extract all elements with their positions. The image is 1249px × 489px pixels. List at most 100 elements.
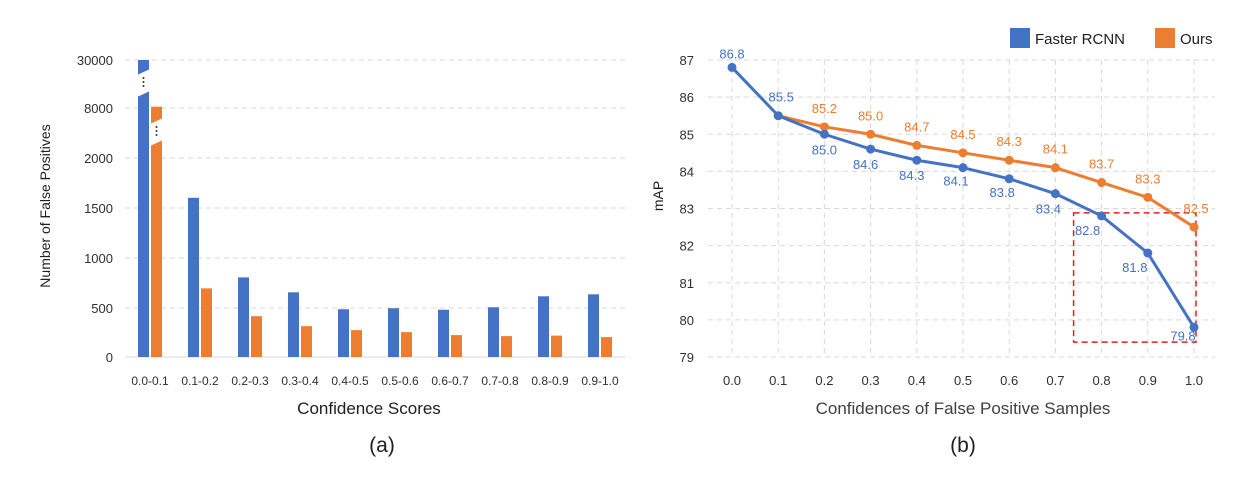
legend: Faster RCNN Ours — [1010, 28, 1213, 48]
panel-a-y-tick-label: 1500 — [84, 201, 113, 216]
panel-a-y-axis-label: Number of False Positives — [37, 124, 53, 287]
panel-a-bar-faster-rcnn — [138, 60, 149, 357]
panel-b-point-ours — [958, 148, 968, 158]
panel-b-data-label-ours: 85.0 — [858, 108, 883, 123]
panel-b-y-axis-label: mAP — [650, 181, 666, 211]
panel-a-y-tick-label: 0 — [106, 350, 113, 365]
panel-a-break-dot — [155, 126, 158, 128]
panel-b-point-ours — [1189, 222, 1199, 232]
panel-b-highlight-rect — [1072, 212, 1197, 343]
panel-a-bar-faster-rcnn — [438, 309, 449, 357]
panel-a-x-tick-label: 0.5-0.6 — [381, 374, 419, 388]
panel-b-x-tick-label: 0.7 — [1046, 373, 1064, 388]
panel-a-gridlines — [125, 59, 625, 358]
panel-b-data-label-ours: 84.1 — [1043, 142, 1068, 157]
panel-b-x-tick-label: 0.2 — [815, 373, 833, 388]
panel-b-point-faster-rcnn — [912, 155, 922, 165]
panel-a-x-tick-label: 0.3-0.4 — [281, 374, 319, 388]
panel-a-x-tick-labels: 0.0-0.1 0.1-0.2 0.2-0.3 0.3-0.4 0.4-0.5 0.5-0… — [131, 374, 619, 388]
panel-a-break-dot — [142, 77, 145, 79]
panel-a-break-dot — [142, 85, 145, 87]
panel-a-bar-ours — [201, 288, 212, 357]
panel-b-point-faster-rcnn — [1143, 248, 1153, 258]
panel-b-point-faster-rcnn — [819, 129, 829, 139]
panel-b-data-label-faster-rcnn: 85.0 — [812, 142, 837, 157]
panel-a-bar-chart: 0 500 1000 1500 2000 8000 30000 0.0-0.1 0.1-0.2… — [37, 53, 625, 457]
panel-b-data-label-ours: 83.7 — [1089, 157, 1114, 172]
panel-a-y-tick-label: 30000 — [77, 53, 113, 68]
panel-b-y-tick-label: 83 — [680, 202, 694, 217]
legend-swatch-faster-rcnn — [1010, 28, 1030, 48]
panel-b-y-tick-labels: 79 80 81 82 83 84 85 86 87 — [680, 53, 694, 365]
panel-a-bar-ours — [451, 335, 462, 357]
panel-b-data-label-faster-rcnn: 85.5 — [769, 90, 794, 105]
panel-b-data-label-faster-rcnn: 84.3 — [899, 168, 924, 183]
panel-b-x-axis-label: Confidences of False Positive Samples — [816, 399, 1111, 418]
panel-b-point-faster-rcnn — [1050, 189, 1060, 199]
panel-a-bar-faster-rcnn — [538, 296, 549, 357]
panel-b-point-ours — [866, 129, 876, 139]
panel-b-y-tick-label: 82 — [680, 239, 694, 254]
panel-b-data-label-faster-rcnn: 83.4 — [1036, 202, 1061, 217]
panel-b-point-faster-rcnn — [1189, 322, 1199, 332]
panel-a-bars — [137, 60, 612, 357]
panel-a-bar-faster-rcnn — [488, 307, 499, 357]
panel-b-x-tick-label: 0.4 — [908, 373, 926, 388]
panel-a-break-dot — [155, 134, 158, 136]
panel-a-x-tick-label: 0.9-1.0 — [581, 374, 619, 388]
panel-b-x-tick-label: 1.0 — [1185, 373, 1203, 388]
panel-b-caption: (b) — [950, 434, 976, 457]
panel-a-bar-faster-rcnn — [288, 292, 299, 357]
panel-b-data-labels: 85.2 85.0 84.7 84.5 84.3 84.1 83.7 83.3 82.5 86.8… — [719, 46, 1208, 343]
panel-b-data-label-faster-rcnn: 81.8 — [1122, 260, 1147, 275]
legend-swatch-ours — [1155, 28, 1175, 48]
panel-b-point-faster-rcnn — [1097, 211, 1107, 221]
panel-b-point-ours — [1004, 155, 1014, 165]
panel-b-data-label-faster-rcnn: 84.1 — [943, 174, 968, 189]
panel-b-data-label-faster-rcnn: 83.8 — [990, 185, 1015, 200]
panel-a-y-tick-label: 500 — [91, 301, 113, 316]
panel-a-x-axis-label: Confidence Scores — [297, 399, 441, 418]
panel-b-y-tick-label: 87 — [680, 53, 694, 68]
panel-a-y-tick-labels: 0 500 1000 1500 2000 8000 30000 — [77, 53, 113, 365]
panel-b-data-label-ours: 83.3 — [1135, 171, 1160, 186]
panel-b-x-tick-label: 0.1 — [769, 373, 787, 388]
panel-a-x-tick-label: 0.1-0.2 — [181, 374, 219, 388]
panel-a-y-tick-label: 1000 — [84, 251, 113, 266]
panel-b-y-tick-label: 81 — [680, 276, 694, 291]
panel-b-data-label-faster-rcnn: 84.6 — [853, 157, 878, 172]
panel-a-bar-faster-rcnn — [188, 197, 199, 357]
panel-a-caption: (a) — [369, 434, 395, 457]
panel-b-point-faster-rcnn — [773, 111, 783, 121]
legend-label-ours: Ours — [1180, 31, 1213, 48]
panel-a-x-tick-label: 0.7-0.8 — [481, 374, 519, 388]
panel-a-bar-ours — [151, 106, 162, 357]
panel-a-bar-faster-rcnn — [588, 294, 599, 357]
panel-a-bar-ours — [501, 336, 512, 357]
panel-b-point-ours — [912, 140, 922, 150]
panel-a-bar-faster-rcnn — [388, 308, 399, 357]
panel-b-data-label-faster-rcnn: 79.8 — [1170, 328, 1195, 343]
panel-b-point-faster-rcnn — [727, 62, 737, 72]
panel-a-x-tick-label: 0.2-0.3 — [231, 374, 269, 388]
legend-label-faster-rcnn: Faster RCNN — [1035, 31, 1125, 48]
panel-b-point-ours — [1050, 163, 1060, 173]
panel-b-x-tick-label: 0.0 — [723, 373, 741, 388]
panel-b-y-tick-label: 79 — [680, 350, 694, 365]
panel-a-x-tick-label: 0.0-0.1 — [131, 374, 169, 388]
panel-a-bar-ours — [301, 326, 312, 357]
panel-a-x-tick-label: 0.6-0.7 — [431, 374, 469, 388]
panel-a-y-tick-label: 2000 — [84, 151, 113, 166]
panel-b-data-label-faster-rcnn: 86.8 — [719, 46, 744, 61]
panel-b-point-ours — [1143, 192, 1153, 202]
panel-b-x-tick-label: 0.9 — [1139, 373, 1157, 388]
panel-b-x-tick-label: 0.6 — [1000, 373, 1018, 388]
panel-a-y-tick-label: 8000 — [84, 101, 113, 116]
panel-a-bar-ours — [401, 332, 412, 357]
panel-a-bar-faster-rcnn — [338, 309, 349, 357]
panel-b-data-label-ours: 84.5 — [950, 127, 975, 142]
panel-a-bar-faster-rcnn — [238, 277, 249, 357]
panel-b-line-ours — [777, 114, 1195, 229]
panel-b-x-tick-labels: 0.0 0.1 0.2 0.3 0.4 0.5 0.6 0.7 0.8 0.9 1.0 — [723, 373, 1203, 388]
